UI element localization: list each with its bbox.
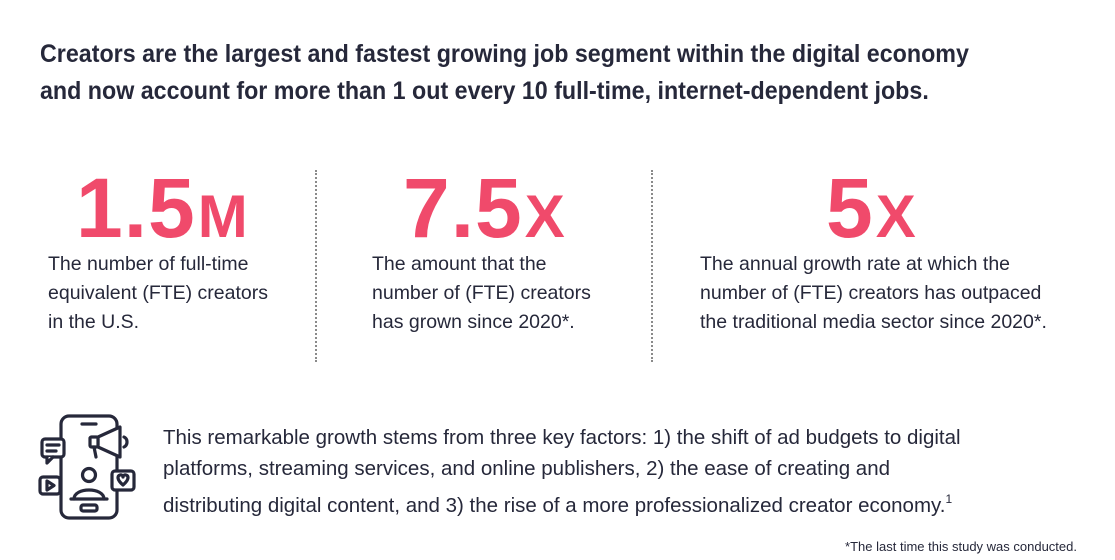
stat-unit: X: [524, 183, 566, 250]
factors-line-text: distributing digital content, and 3) the…: [163, 494, 946, 517]
stat-description-line: The amount that the: [372, 253, 547, 275]
stat-number: 7.5: [403, 161, 523, 255]
factors-line: This remarkable growth stems from three …: [163, 426, 961, 449]
stat-description-line: number of (FTE) creators has outpaced: [700, 282, 1042, 304]
headline-line-2: and now account for more than 1 out ever…: [40, 77, 929, 105]
factors-line-last: distributing digital content, and 3) the…: [163, 484, 1063, 521]
headline: Creators are the largest and fastest gro…: [40, 36, 1007, 110]
stat-unit: M: [197, 183, 249, 250]
stat-number: 5: [826, 161, 874, 255]
stat-description-growth-since-2020: The amount that the number of (FTE) crea…: [372, 250, 591, 337]
stat-value-fte-creators: 1.5M: [76, 163, 249, 262]
dotted-divider: [651, 170, 653, 362]
stat-description-line: The annual growth rate at which the: [700, 253, 1011, 275]
dotted-divider: [315, 170, 317, 362]
footnote: *The last time this study was conducted.: [845, 539, 1077, 554]
stat-unit: X: [875, 183, 917, 250]
stat-description-line: number of (FTE) creators: [372, 282, 591, 304]
stat-description-annual-growth-rate: The annual growth rate at which the numb…: [700, 250, 1047, 337]
stat-description-line: the traditional media sector since 2020*…: [700, 311, 1047, 333]
stat-value-growth-since-2020: 7.5X: [403, 163, 566, 262]
stat-description-line: The number of full-time: [48, 253, 249, 275]
stat-number: 1.5: [76, 161, 196, 255]
growth-factors-paragraph: This remarkable growth stems from three …: [163, 422, 1063, 521]
stat-description-line: in the U.S.: [48, 311, 140, 333]
stat-description-fte-creators: The number of full-time equivalent (FTE)…: [48, 250, 268, 337]
factors-line: platforms, streaming services, and onlin…: [163, 457, 890, 480]
stat-description-line: equivalent (FTE) creators: [48, 282, 268, 304]
creator-content-icon: [38, 413, 140, 521]
stat-description-line: has grown since 2020*.: [372, 311, 575, 333]
headline-line-1: Creators are the largest and fastest gro…: [40, 40, 969, 68]
footnote-marker: 1: [945, 492, 953, 506]
stat-value-annual-growth-rate: 5X: [826, 163, 917, 262]
